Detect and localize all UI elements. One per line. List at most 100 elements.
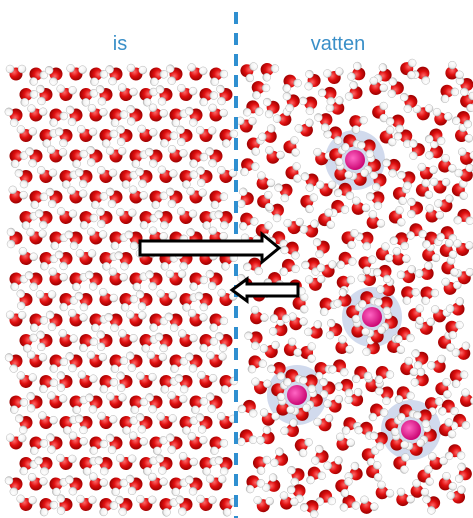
water-molecule <box>195 452 219 477</box>
water-molecule <box>84 432 109 456</box>
water-molecule <box>405 222 427 240</box>
hydrogen <box>442 178 450 186</box>
hydrogen <box>7 240 15 248</box>
water-molecule <box>84 63 109 88</box>
water-molecule <box>362 209 387 234</box>
water-molecule <box>155 412 177 430</box>
water-molecule <box>195 206 219 231</box>
water-molecule <box>269 446 291 471</box>
water-molecule <box>204 63 229 88</box>
water-molecule <box>338 493 360 511</box>
water-molecule <box>6 65 26 81</box>
water-molecule <box>65 64 87 82</box>
water-molecule <box>14 165 37 190</box>
water-molecule <box>237 397 261 419</box>
water-molecule <box>105 432 124 454</box>
water-molecule <box>65 267 89 292</box>
water-molecule <box>113 247 136 272</box>
ion <box>362 307 382 327</box>
hydrogen <box>27 392 35 400</box>
water-molecule <box>205 351 227 368</box>
hydrogen <box>117 372 125 380</box>
water-molecule <box>74 370 98 391</box>
water-molecule <box>34 371 59 394</box>
water-molecule <box>125 63 147 82</box>
water-molecule <box>34 410 58 432</box>
water-molecule <box>165 103 190 128</box>
water-molecule <box>7 228 23 248</box>
water-molecule <box>280 337 303 362</box>
water-molecule <box>74 330 99 353</box>
water-molecule <box>85 227 108 247</box>
water-molecule <box>4 268 29 293</box>
hydrogen <box>7 228 15 236</box>
water-molecule <box>135 124 159 145</box>
hydrogen <box>425 104 433 112</box>
water-molecule <box>259 340 283 361</box>
water-molecule <box>304 70 321 91</box>
hydrogen <box>18 65 26 73</box>
hydrogen <box>208 127 216 135</box>
water-molecule <box>127 105 143 126</box>
water-molecule <box>65 473 85 497</box>
water-molecule <box>334 249 357 269</box>
water-molecule <box>135 83 159 108</box>
water-molecule <box>285 162 302 183</box>
water-molecule <box>125 267 149 292</box>
water-molecule <box>155 493 179 518</box>
water-molecule <box>44 350 69 374</box>
water-molecule <box>216 84 233 105</box>
water-molecule <box>57 494 73 514</box>
water-molecule <box>54 328 79 351</box>
hydrogen <box>243 108 251 116</box>
water-molecule <box>95 166 118 186</box>
water-molecule <box>413 104 434 120</box>
water-molecule <box>24 432 49 456</box>
water-molecule <box>195 370 218 390</box>
water-molecule <box>155 84 174 106</box>
water-molecule <box>25 104 48 124</box>
water-molecule <box>14 246 39 269</box>
water-molecule <box>256 191 273 212</box>
hydrogen <box>408 198 416 206</box>
water-molecule <box>85 350 107 369</box>
water-molecule <box>435 378 452 399</box>
water-molecule <box>105 392 126 409</box>
water-molecule <box>24 186 49 211</box>
water-label: vatten <box>311 33 365 55</box>
hydrogen <box>317 275 325 283</box>
water-molecule <box>255 424 279 449</box>
water-molecule <box>184 390 209 415</box>
water-molecule <box>165 390 189 411</box>
water-molecule <box>96 84 114 106</box>
water-molecule <box>84 185 109 210</box>
water-molecule <box>331 431 356 454</box>
hydrogen <box>116 208 124 216</box>
hydrogen <box>305 70 313 78</box>
water-molecule <box>144 185 169 210</box>
water-molecule <box>184 431 208 452</box>
water-molecule <box>185 63 209 83</box>
water-molecule <box>243 352 268 375</box>
hydrogen <box>128 209 136 217</box>
water-molecule <box>194 84 219 108</box>
water-molecule <box>430 178 450 194</box>
water-molecule <box>17 289 33 310</box>
water-molecule <box>184 145 209 169</box>
water-molecule <box>303 464 327 486</box>
water-molecule <box>245 304 270 329</box>
water-molecule <box>242 100 263 117</box>
water-molecule <box>64 308 88 330</box>
water-molecule <box>370 479 395 504</box>
water-molecule <box>135 372 157 390</box>
hydrogen <box>255 107 263 115</box>
water-molecule <box>74 165 95 189</box>
water-molecule <box>105 186 124 208</box>
water-molecule <box>235 428 257 446</box>
water-molecule <box>206 475 226 491</box>
water-molecule <box>125 473 144 495</box>
water-molecule <box>103 308 126 333</box>
hydrogen <box>17 290 25 298</box>
hydrogen <box>6 434 14 442</box>
water-molecule <box>241 471 266 494</box>
